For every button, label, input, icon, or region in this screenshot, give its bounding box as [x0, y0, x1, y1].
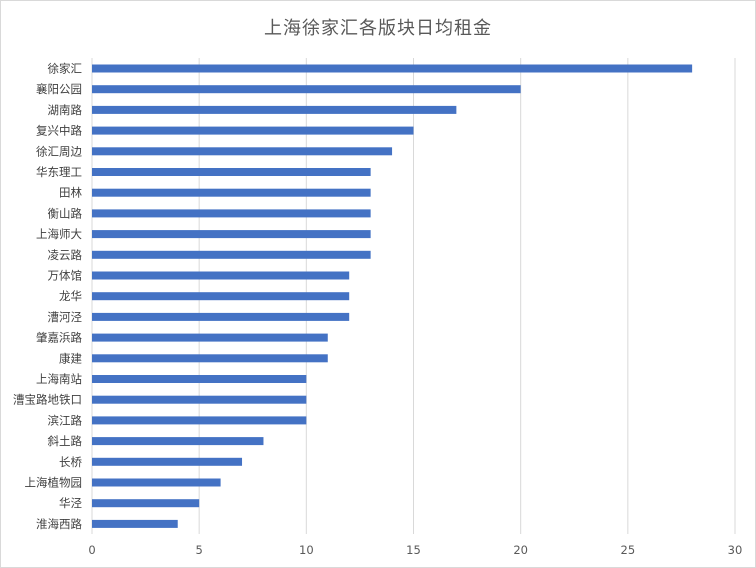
x-tick-label: 5 [196, 543, 203, 557]
bar [92, 292, 350, 301]
bar [92, 333, 328, 342]
bar [92, 188, 371, 197]
bar [92, 499, 200, 508]
category-label: 龙华 [59, 289, 82, 303]
category-label: 长桥 [59, 455, 82, 469]
category-label: 淮海西路 [36, 517, 82, 531]
category-label: 华东理工 [36, 165, 82, 179]
category-label: 凌云路 [48, 248, 83, 262]
category-label: 上海南站 [36, 372, 82, 386]
bar [92, 250, 371, 259]
bars [92, 64, 693, 528]
bar [92, 85, 521, 94]
bar [92, 168, 371, 176]
category-label: 衡山路 [48, 206, 83, 220]
category-label: 田林 [59, 186, 82, 200]
category-label: 万体馆 [48, 269, 83, 283]
bar [92, 312, 350, 321]
x-tick-label: 15 [406, 543, 421, 557]
x-tick-label: 25 [621, 543, 636, 557]
category-labels: 徐家汇襄阳公园湖南路复兴中路徐汇周边华东理工田林衡山路上海师大凌云路万体馆龙华漕… [13, 62, 82, 531]
x-tick-label: 10 [299, 543, 314, 557]
category-label: 华泾 [59, 496, 82, 510]
bar [92, 230, 371, 239]
bar [92, 126, 414, 135]
bar [92, 375, 307, 383]
category-label: 肇嘉浜路 [36, 331, 82, 345]
category-label: 襄阳公园 [36, 82, 82, 96]
bar [92, 354, 328, 363]
bar [92, 64, 693, 73]
bar [92, 437, 264, 446]
x-tick-label: 20 [513, 543, 528, 557]
x-tick-label: 0 [88, 543, 95, 557]
chart-title: 上海徐家汇各版块日均租金 [264, 18, 492, 39]
bar [92, 478, 221, 487]
x-tick-labels: 0 5 10 15 20 25 30 [88, 543, 742, 557]
bar [92, 147, 393, 156]
category-label: 漕宝路地铁口 [13, 393, 82, 407]
bar [92, 395, 307, 404]
category-label: 湖南路 [48, 103, 83, 117]
bar [92, 105, 457, 114]
category-label: 斜土路 [48, 434, 83, 448]
bar [92, 457, 243, 466]
category-label: 滨江路 [48, 413, 83, 427]
category-label: 上海师大 [36, 227, 82, 241]
category-label: 徐汇周边 [36, 144, 82, 158]
category-label: 康建 [59, 351, 82, 365]
bar [92, 271, 350, 280]
category-label: 徐家汇 [48, 62, 83, 76]
category-label: 复兴中路 [36, 124, 82, 138]
x-tick-label: 30 [728, 543, 743, 557]
category-label: 上海植物园 [25, 476, 83, 490]
bar [92, 416, 307, 425]
category-label: 漕河泾 [48, 310, 83, 324]
bar [92, 209, 371, 218]
bar [92, 519, 178, 528]
